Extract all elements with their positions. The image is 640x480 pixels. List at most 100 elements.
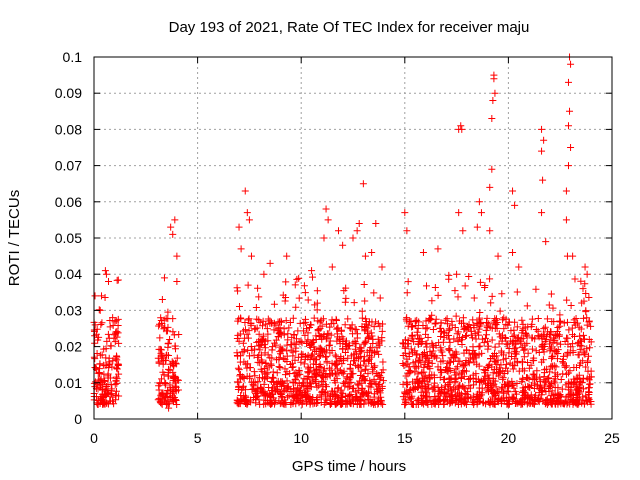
data-point [452,348,460,356]
data-point [343,337,351,345]
data-point [246,363,254,371]
data-point [164,308,172,316]
data-point [318,347,326,355]
data-point [369,400,377,408]
data-point [494,356,502,364]
data-point [582,308,590,316]
data-point [478,335,486,343]
data-point [576,361,584,369]
data-point [251,325,259,333]
data-point [376,396,384,404]
data-point [315,369,323,377]
data-point [436,324,444,332]
data-point [367,344,375,352]
data-point [470,381,478,389]
data-point [484,397,492,405]
data-point [258,336,266,344]
data-point [169,230,177,238]
data-point [556,318,564,326]
data-point [482,326,490,334]
data-point [374,320,382,328]
data-point [461,394,469,402]
data-point [379,400,387,408]
data-point [400,361,408,369]
data-point [419,391,427,399]
data-point [536,384,544,392]
data-point [234,331,242,339]
data-point [171,342,179,350]
data-point [235,366,243,374]
data-point [340,379,348,387]
data-point [545,301,553,309]
data-point [497,361,505,369]
data-point [556,311,564,319]
data-point [165,404,173,412]
data-point [488,165,496,173]
data-point [283,347,291,355]
data-point [531,335,539,343]
data-point [522,330,530,338]
data-point [492,365,500,373]
data-point [524,382,532,390]
data-point [504,321,512,329]
data-point [115,339,123,347]
data-point [496,307,504,315]
data-point [360,373,368,381]
data-point [584,367,592,375]
data-point [552,331,560,339]
data-point [495,340,503,348]
data-point [585,318,593,326]
data-point [435,400,443,408]
data-point [485,374,493,382]
data-point [297,337,305,345]
data-point [564,348,572,356]
data-point [425,371,433,379]
data-point [155,386,163,394]
data-point [105,277,113,285]
data-point [567,144,575,151]
data-point [501,334,509,342]
data-point [97,375,105,383]
data-point [559,359,567,367]
data-point [414,331,422,339]
data-point [256,400,264,408]
data-point [563,296,571,304]
data-point [455,389,463,397]
data-point [458,370,466,378]
data-point [101,267,109,275]
data-point [255,330,263,338]
data-point [491,89,499,97]
data-point [104,374,112,382]
data-point [327,331,335,339]
data-point [266,259,274,267]
data-point [164,387,172,395]
data-point [429,326,437,334]
data-point [554,349,562,357]
data-point [585,294,593,302]
data-point [509,337,517,345]
data-point [569,347,577,355]
data-point [93,380,101,388]
data-point [491,388,499,396]
data-point [280,325,288,333]
data-point [454,401,462,409]
data-point [339,345,347,353]
data-point [540,376,548,384]
data-point [337,353,345,361]
data-point [342,294,350,302]
data-point [309,400,317,408]
data-point [104,330,112,338]
data-point [344,315,352,323]
data-point [528,345,536,353]
data-point [357,352,365,360]
data-point [402,388,410,396]
data-point [491,316,499,324]
data-point [451,385,459,393]
data-point [163,400,171,408]
data-point [159,368,167,376]
data-point [517,339,525,347]
data-point [96,369,104,377]
data-point [488,292,496,300]
data-point [173,277,181,285]
data-point [551,337,559,345]
